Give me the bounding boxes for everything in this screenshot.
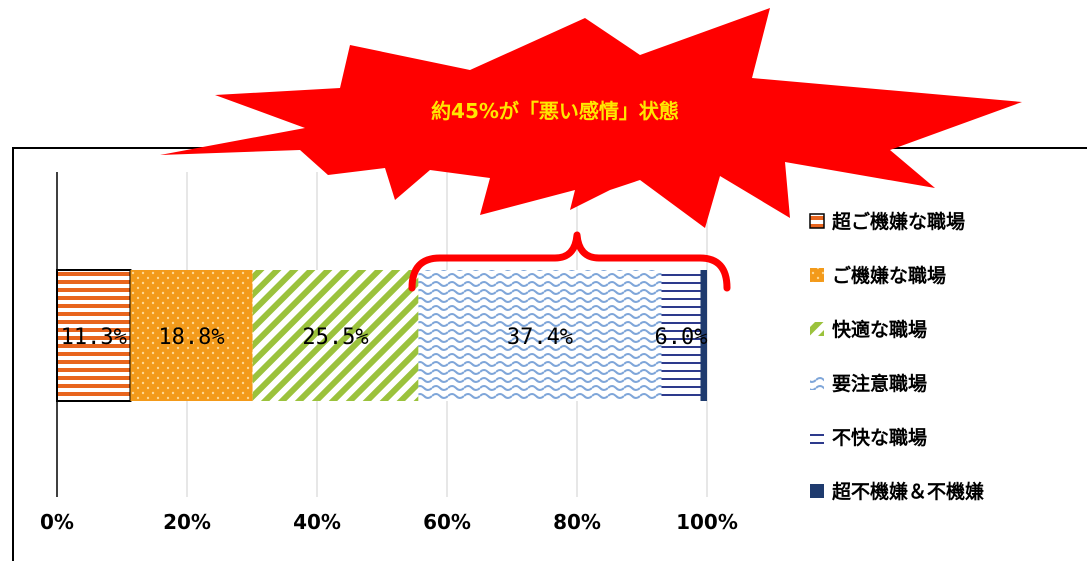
callout-burst: 約45%が「悪い感情」状態: [160, 8, 1022, 228]
bar-value-label: 18.8%: [158, 325, 224, 350]
legend-swatch: [810, 268, 824, 282]
legend-label: 快適な職場: [832, 318, 927, 341]
legend-swatch: [809, 213, 825, 229]
x-tick-label: 100%: [676, 510, 738, 534]
brace-bracket: [408, 231, 731, 292]
burst-shape: [160, 8, 1022, 228]
callout-text: 約45%が「悪い感情」状態: [431, 99, 679, 123]
bar-segments: [56, 269, 707, 402]
bar-value-label: 25.5%: [302, 325, 368, 350]
bar-segment: [418, 270, 662, 401]
bar-value-label: 37.4%: [507, 325, 573, 350]
legend-swatch: [810, 484, 824, 498]
legend-label: 超不機嫌＆不機嫌: [831, 480, 984, 503]
legend-swatch: [810, 376, 824, 390]
legend-swatch: [810, 322, 824, 336]
x-tick-label: 60%: [423, 510, 471, 534]
bar-segment: [700, 270, 707, 401]
x-tick-label: 20%: [163, 510, 211, 534]
bar-segment: [661, 270, 701, 401]
x-tick-label: 0%: [40, 510, 74, 534]
bar-segment: [130, 270, 253, 401]
bar-value-label: 11.3%: [61, 325, 127, 350]
legend-label: 不快な職場: [832, 426, 927, 449]
x-tick-label: 80%: [553, 510, 601, 534]
bar-labels: 11.3% 18.8% 25.5% 37.4% 6.0%: [61, 325, 708, 350]
legend-label: 要注意職場: [832, 372, 927, 395]
x-tick-label: 40%: [293, 510, 341, 534]
bar-segment: [252, 270, 419, 401]
bar-value-label: 6.0%: [655, 325, 708, 350]
x-axis-ticks: 0% 20% 40% 60% 80% 100%: [40, 510, 738, 534]
legend-swatch: [810, 430, 824, 444]
legend-label: ご機嫌な職場: [832, 264, 946, 287]
legend-label: 超ご機嫌な職場: [831, 210, 965, 233]
